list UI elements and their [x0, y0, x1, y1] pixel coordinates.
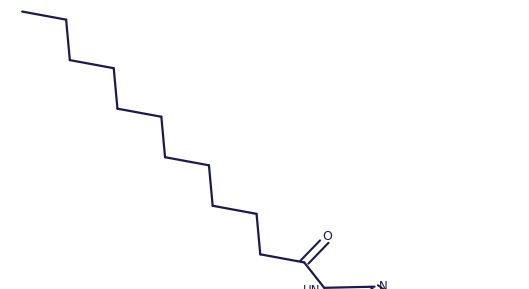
- Text: O: O: [322, 230, 332, 243]
- Text: HN: HN: [303, 284, 320, 289]
- Text: N: N: [379, 280, 388, 289]
